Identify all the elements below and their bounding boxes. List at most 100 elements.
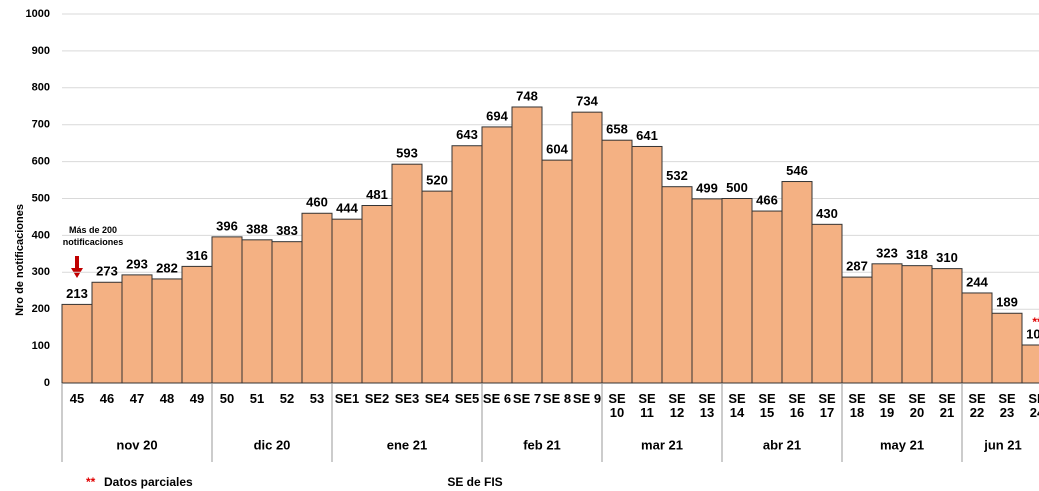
value-label: 481 [366, 187, 388, 202]
bar [451, 145, 483, 384]
x-tick-label: SE4 [424, 391, 450, 406]
x-axis-label: SE de FIS [447, 475, 502, 489]
x-tick-label: 50 [219, 391, 235, 406]
annotation-box: Más de 200 notificaciones [62, 225, 124, 247]
x-tick-label: SE 20 [908, 391, 926, 420]
y-tick-label: 300 [32, 266, 50, 278]
x-tick-label: SE 23 [998, 391, 1016, 420]
value-label: 604 [546, 142, 568, 157]
x-tick-label: SE 6 [482, 391, 512, 406]
value-label: 694 [486, 108, 508, 123]
bar [511, 106, 543, 384]
bar [991, 312, 1023, 384]
x-tick-label: 51 [249, 391, 265, 406]
y-tick-label: 200 [32, 303, 50, 315]
bar [61, 303, 93, 384]
bar [841, 276, 873, 384]
y-tick-label: 800 [32, 82, 50, 94]
bar [91, 281, 123, 384]
bar [301, 212, 333, 384]
footnote-marker: ** [86, 475, 96, 489]
value-label: 316 [186, 248, 208, 263]
y-tick-label: 500 [32, 192, 50, 204]
bar [151, 278, 183, 384]
y-tick-label: 1000 [26, 8, 50, 20]
value-label: 430 [816, 206, 838, 221]
x-tick-label: 45 [69, 391, 85, 406]
group-label: jun 21 [983, 437, 1022, 452]
bar [631, 145, 663, 384]
value-label: 520 [426, 173, 448, 188]
y-tick-label: 700 [32, 119, 50, 131]
y-tick-label: 600 [32, 156, 50, 168]
x-tick-label: SE3 [394, 391, 420, 406]
value-label: 388 [246, 221, 268, 236]
value-label: 293 [126, 256, 148, 271]
bar [721, 198, 753, 384]
x-tick-label: 49 [189, 391, 205, 406]
bar [391, 163, 423, 384]
x-tick-label: 52 [279, 391, 295, 406]
value-label: 641 [636, 128, 658, 143]
bar [781, 181, 813, 384]
bar [871, 263, 903, 384]
value-label: 658 [606, 122, 628, 137]
bar [121, 274, 153, 384]
x-tick-label: 48 [159, 391, 175, 406]
value-label: 499 [696, 180, 718, 195]
bar [1021, 344, 1039, 384]
value-label: 396 [216, 218, 238, 233]
y-axis-label: Nro de notificaciones [14, 204, 26, 316]
x-tick-label: SE 11 [638, 391, 656, 420]
x-tick-label: 53 [309, 391, 325, 406]
x-tick-label: SE 9 [572, 391, 602, 406]
footnote: Datos parciales [104, 475, 193, 489]
arrow-down [71, 256, 83, 278]
bar [901, 265, 933, 384]
value-label: 287 [846, 259, 868, 274]
value-label: 444 [336, 201, 358, 216]
bar [181, 265, 213, 384]
value-label: 273 [96, 264, 118, 279]
x-tick-label: 47 [129, 391, 145, 406]
bar [961, 292, 993, 384]
x-tick-label: SE 16 [788, 391, 806, 420]
x-tick-label: SE 18 [848, 391, 866, 420]
value-label: 643 [456, 127, 478, 142]
value-label: 318 [906, 247, 928, 262]
value-label: 734 [576, 94, 598, 109]
bar [691, 198, 723, 384]
value-label: 103 [1026, 326, 1039, 341]
y-tick-label: 100 [32, 340, 50, 352]
x-tick-label: SE 24 [1028, 391, 1039, 420]
annotation: Más de 200 notificaciones [62, 225, 124, 247]
bar [271, 241, 303, 384]
value-label: 323 [876, 245, 898, 260]
x-tick-label: SE 13 [698, 391, 716, 420]
value-label: 460 [306, 195, 328, 210]
value-label: 310 [936, 250, 958, 265]
value-label: 546 [786, 163, 808, 178]
x-tick-label: SE2 [364, 391, 390, 406]
x-tick-label: SE1 [334, 391, 360, 406]
value-label: 244 [966, 274, 988, 289]
x-tick-label: SE 10 [608, 391, 626, 420]
x-tick-label: SE 8 [542, 391, 572, 406]
x-tick-label: SE 7 [512, 391, 542, 406]
value-label: 748 [516, 88, 538, 103]
x-tick-label: SE 19 [878, 391, 896, 420]
y-tick-label: 0 [44, 377, 50, 389]
bar [361, 205, 393, 384]
x-tick-label: SE 15 [758, 391, 776, 420]
group-label: feb 21 [523, 437, 561, 452]
bar [661, 186, 693, 384]
value-label: 282 [156, 260, 178, 275]
x-tick-label: SE 12 [668, 391, 686, 420]
bar [421, 190, 453, 384]
value-label: 532 [666, 168, 688, 183]
bar [931, 268, 963, 384]
bar [601, 139, 633, 384]
x-tick-label: SE 21 [938, 391, 956, 420]
